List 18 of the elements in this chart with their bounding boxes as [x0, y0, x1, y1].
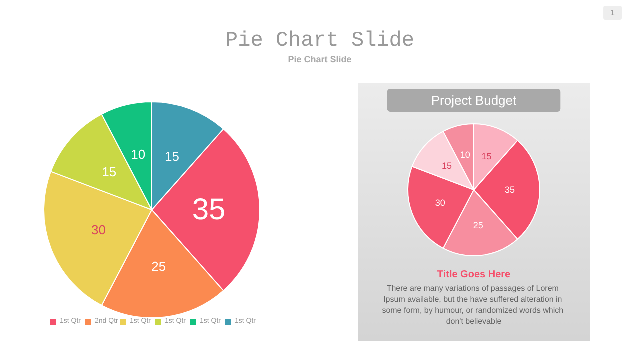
data-label: 15 [164, 149, 180, 164]
data-label: 35 [504, 185, 516, 195]
text: Pie Chart Slide [225, 30, 415, 53]
text: There are many variations of passages of Lorem Ipsum available, but the have suffered alteration in some form, by humour, or randomized words which don't believable [382, 284, 566, 326]
data-label: 15 [482, 151, 492, 162]
text: 1 [610, 8, 616, 18]
data-label: 10 [460, 150, 470, 160]
data-label: 10 [131, 147, 146, 162]
data-label: 30 [435, 198, 446, 208]
data-label: 25 [473, 220, 484, 231]
data-label: 25 [152, 259, 166, 274]
data-label: 30 [91, 222, 106, 238]
data-label: 15 [442, 161, 452, 172]
data-label: 15 [102, 164, 117, 180]
data-label: 35 [192, 194, 226, 226]
text: Pie Chart Slide [288, 54, 352, 64]
chart-title: Project Budget [431, 93, 518, 108]
text: Title Goes Here [437, 270, 512, 280]
